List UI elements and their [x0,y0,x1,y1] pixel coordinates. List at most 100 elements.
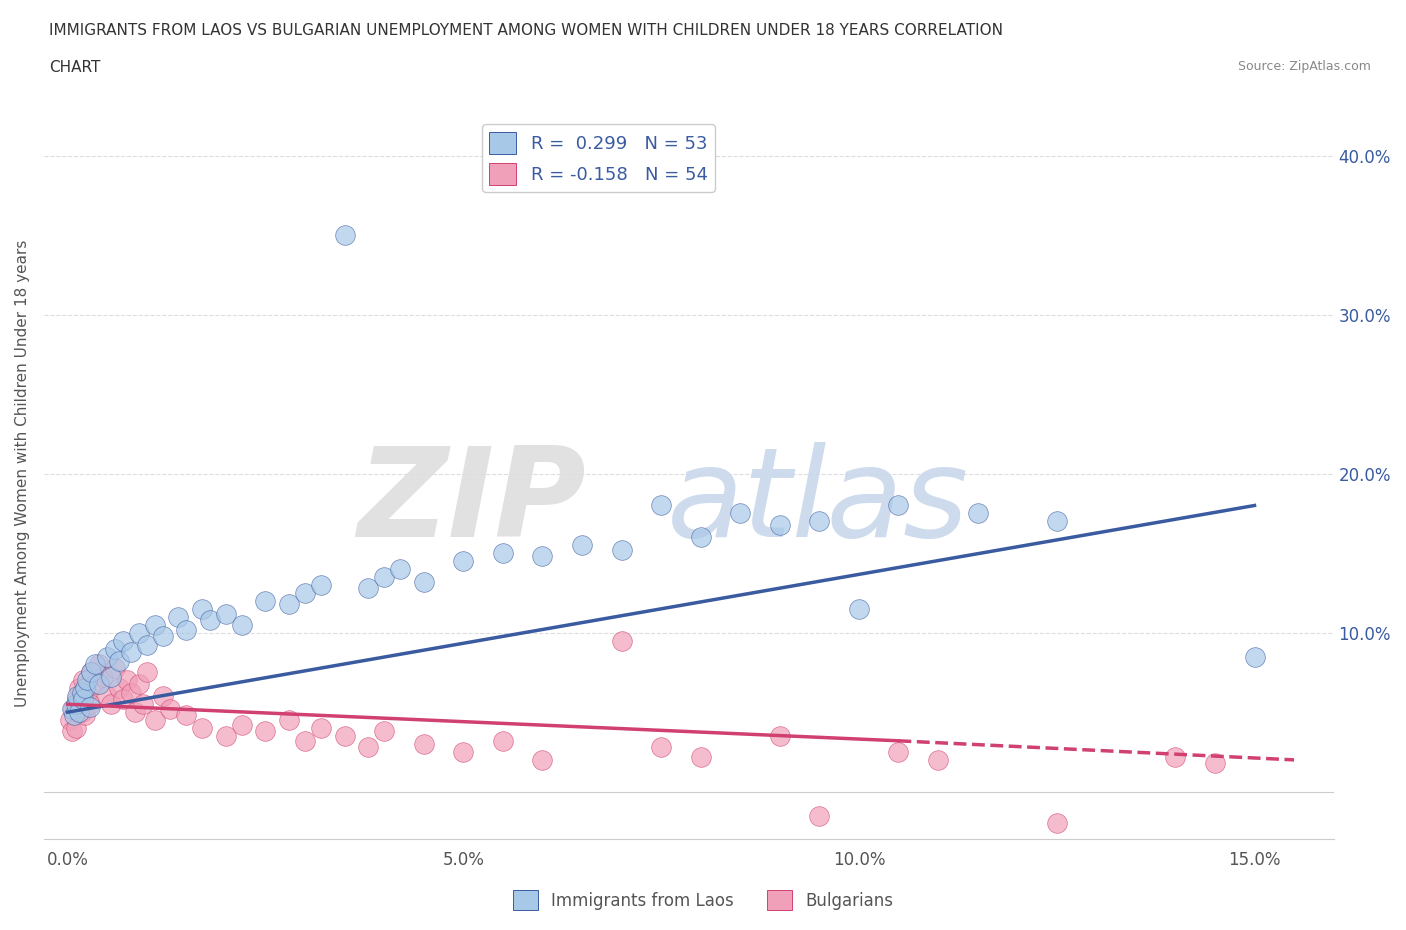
Point [100,670,122,684]
Point [531,752,554,767]
Point [927,752,949,767]
Point [278,712,301,727]
Point [79,697,101,711]
Point [215,606,238,621]
Point [254,593,277,608]
Point [231,717,253,732]
Point [198,613,221,628]
Point [80,665,103,680]
Point [412,575,434,590]
Point [610,542,633,557]
Point [294,734,316,749]
Point [1046,816,1069,830]
Point [254,724,277,738]
Point [373,724,395,738]
Point [104,641,127,656]
Point [120,644,142,659]
Point [69,681,91,696]
Point [848,602,870,617]
Point [96,649,118,664]
Point [650,739,672,754]
Point [152,629,174,644]
Point [531,549,554,564]
Point [887,498,910,513]
Point [89,676,111,691]
Point [108,681,131,696]
Point [70,705,93,720]
Point [96,689,118,704]
Point [278,597,301,612]
Point [215,728,238,743]
Text: IMMIGRANTS FROM LAOS VS BULGARIAN UNEMPLOYMENT AMONG WOMEN WITH CHILDREN UNDER 1: IMMIGRANTS FROM LAOS VS BULGARIAN UNEMPL… [49,23,1004,38]
Point [294,586,316,601]
Point [333,228,356,243]
Point [887,745,910,760]
Point [76,685,98,700]
Point [69,705,91,720]
Point [59,712,82,727]
Point [176,708,198,723]
Point [62,701,84,716]
Point [143,712,166,727]
Point [65,721,87,736]
Y-axis label: Unemployment Among Women with Children Under 18 years: Unemployment Among Women with Children U… [15,240,30,708]
Point [65,697,87,711]
Point [373,569,395,584]
Point [309,578,332,592]
Point [120,685,142,700]
Point [159,701,181,716]
Point [73,708,96,723]
Point [451,553,474,568]
Point [128,676,150,691]
Point [610,633,633,648]
Point [808,808,831,823]
Point [115,673,138,688]
Point [492,734,515,749]
Point [333,728,356,743]
Point [91,670,114,684]
Point [571,538,593,552]
Point [808,514,831,529]
Point [76,673,98,688]
Point [108,654,131,669]
Point [167,609,190,624]
Point [100,697,122,711]
Point [1204,756,1226,771]
Point [689,750,711,764]
Legend: Immigrants from Laos, Bulgarians: Immigrants from Laos, Bulgarians [506,884,900,917]
Point [309,721,332,736]
Point [128,625,150,640]
Point [84,658,107,672]
Point [72,673,94,688]
Point [966,506,988,521]
Point [73,681,96,696]
Point [492,546,515,561]
Point [152,689,174,704]
Point [1243,649,1265,664]
Legend: R =  0.299   N = 53, R = -0.158   N = 54: R = 0.299 N = 53, R = -0.158 N = 54 [482,125,716,192]
Point [66,689,89,704]
Point [60,701,83,716]
Point [769,728,792,743]
Point [135,665,157,680]
Point [72,692,94,707]
Point [111,692,134,707]
Point [451,745,474,760]
Point [80,665,103,680]
Point [388,562,411,577]
Point [357,739,380,754]
Point [231,618,253,632]
Point [135,638,157,653]
Point [176,622,198,637]
Point [79,700,101,715]
Point [143,618,166,632]
Point [70,685,93,700]
Text: ZIP: ZIP [357,443,585,564]
Text: atlas: atlas [666,443,969,564]
Point [412,737,434,751]
Point [89,658,111,672]
Point [1164,750,1187,764]
Point [104,660,127,675]
Point [357,580,380,595]
Point [769,517,792,532]
